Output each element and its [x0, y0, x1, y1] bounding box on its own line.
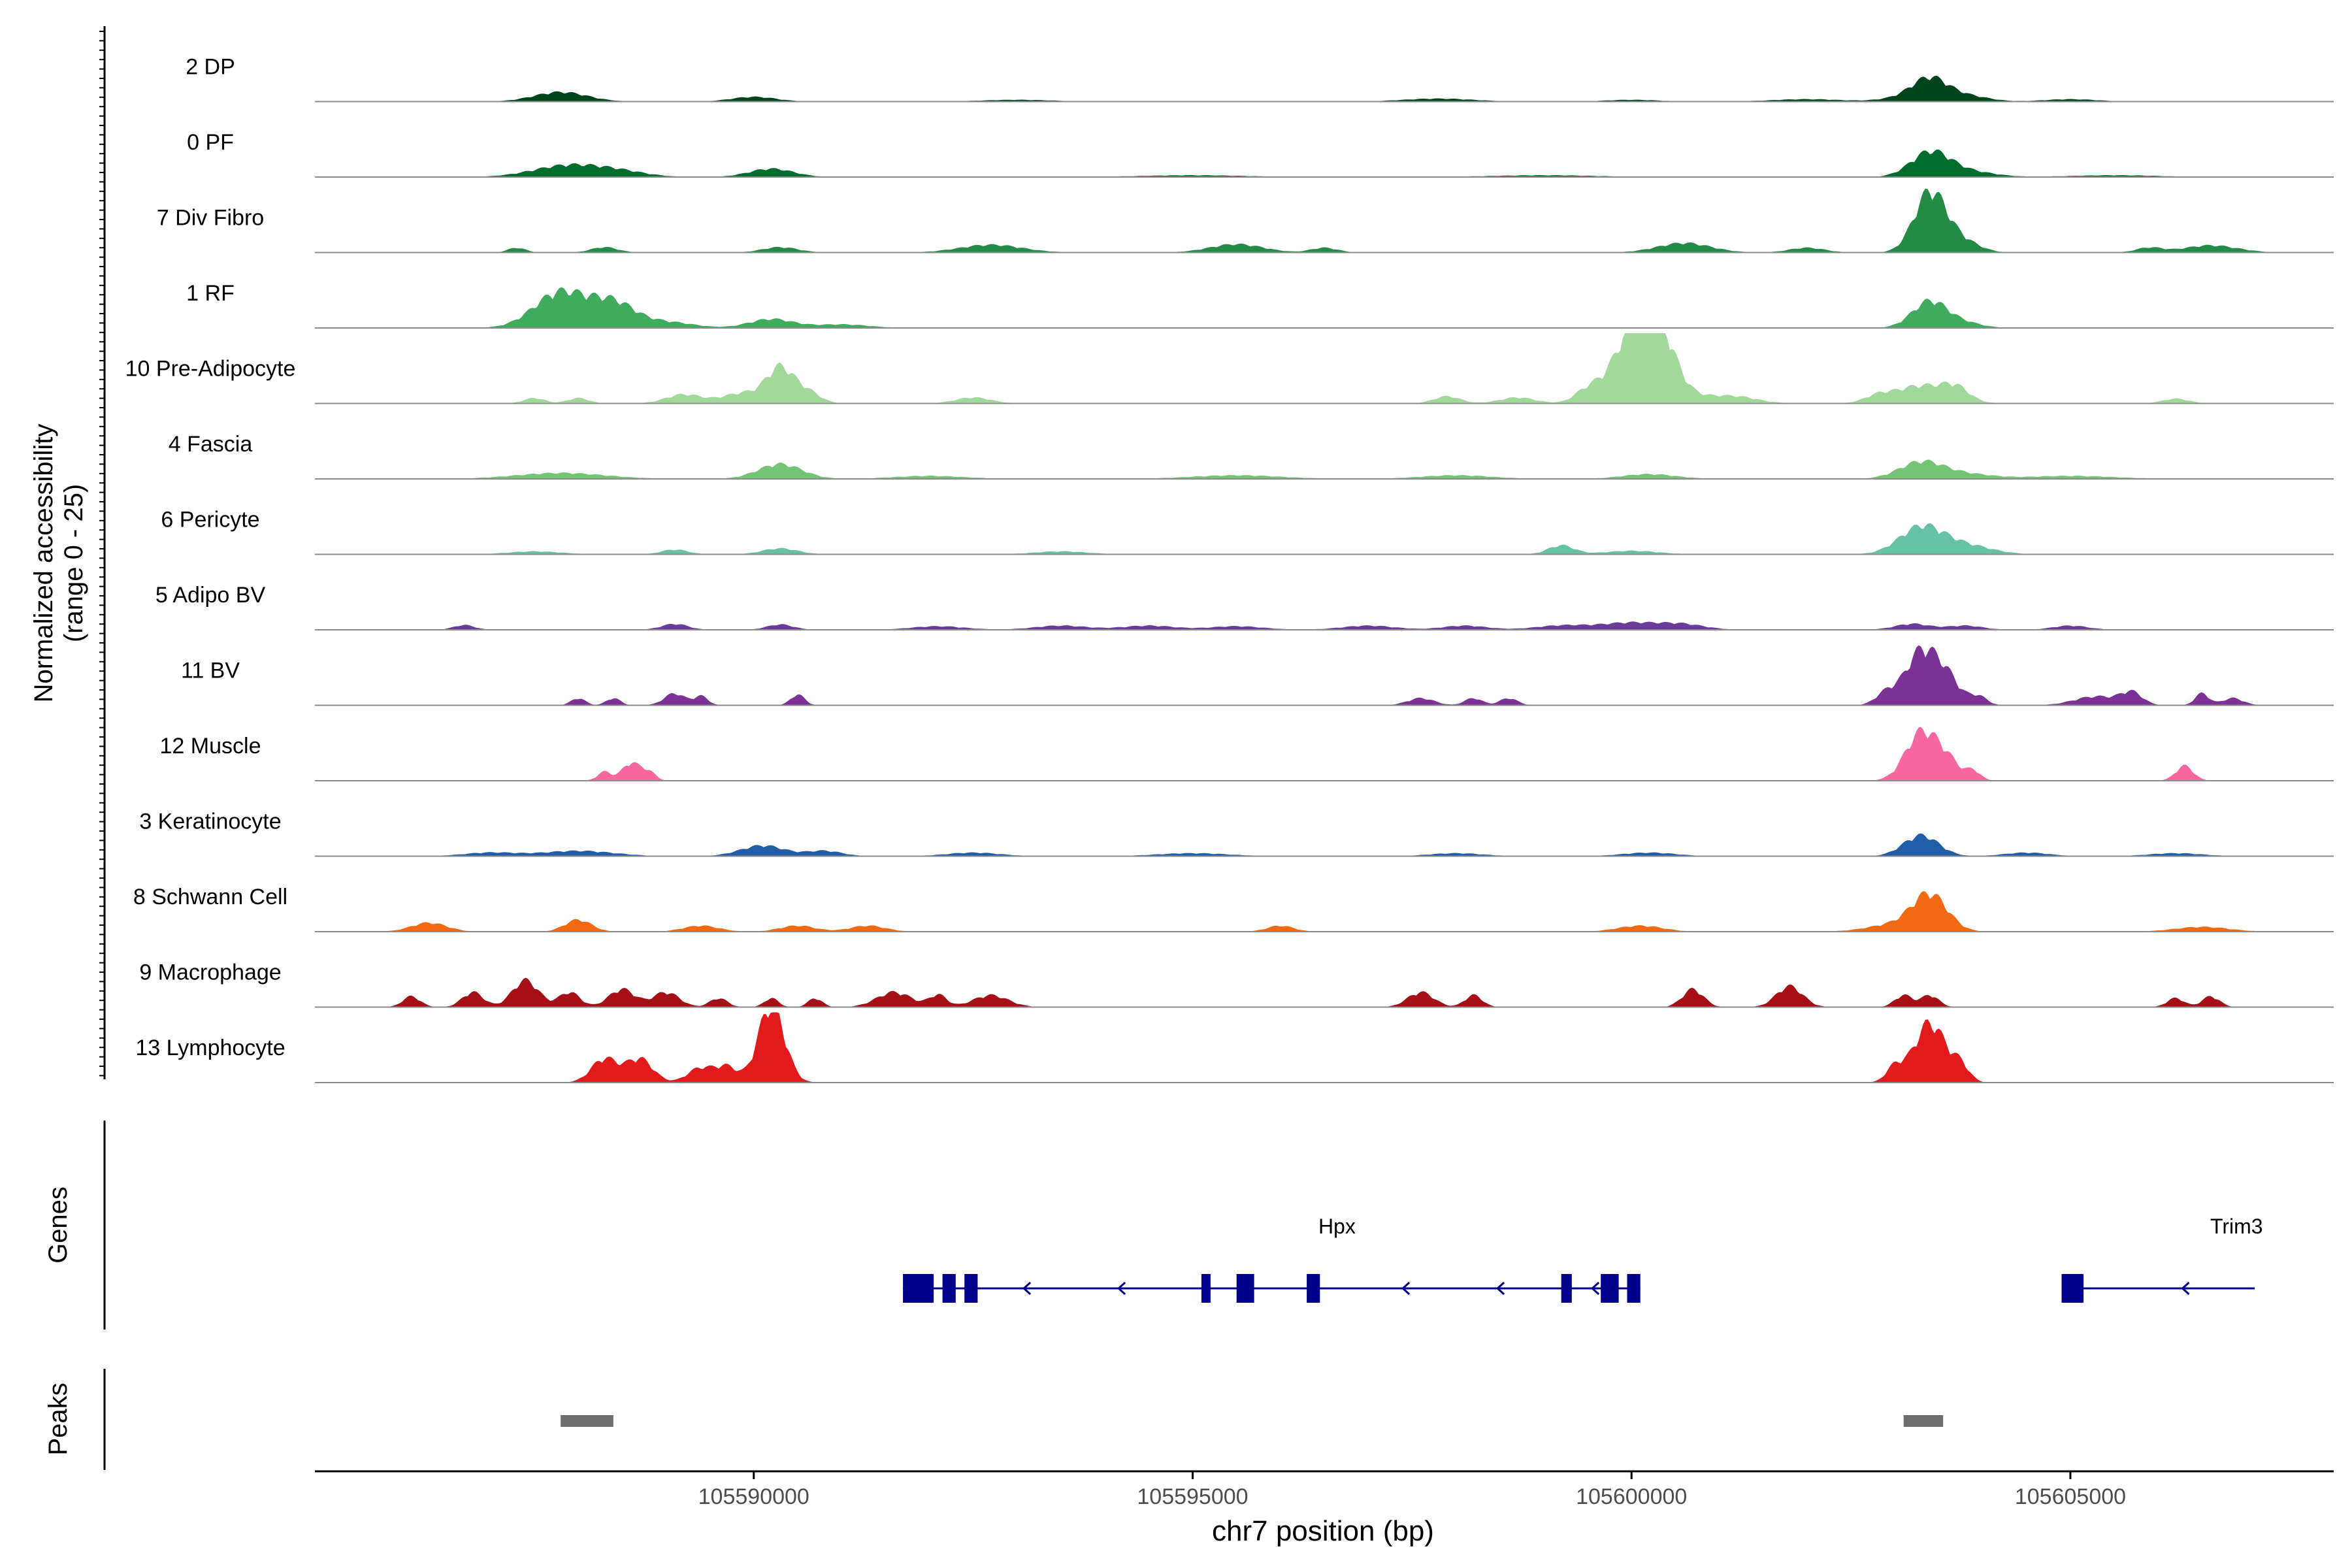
track-4: 1 RF	[186, 281, 2334, 329]
gene-exon	[1609, 1274, 1619, 1303]
gene-exon	[1627, 1274, 1641, 1303]
track-5: 10 Pre-Adipocyte	[125, 333, 2334, 404]
y-axis-title-line1: Normalized accessibility	[29, 424, 58, 703]
peak-region	[1903, 1415, 1944, 1427]
gene-name-label: Hpx	[1318, 1215, 1356, 1238]
track-9: 11 BV	[181, 645, 2334, 706]
track-7: 6 Pericyte	[161, 508, 2334, 555]
track-1: 2 DP	[186, 55, 2334, 103]
track-label: 12 Muscle	[160, 734, 261, 759]
coverage-area	[315, 890, 2334, 932]
track-label: 3 Keratinocyte	[139, 809, 281, 834]
x-tick-label: 105600000	[1576, 1484, 1687, 1509]
coverage-area	[315, 645, 2334, 706]
coverage-area	[315, 75, 2334, 102]
gene-name-label: Trim3	[2210, 1215, 2263, 1238]
x-tick-label: 105590000	[698, 1484, 809, 1509]
coverage-area	[315, 977, 2334, 1007]
track-label: 4 Fascia	[169, 432, 253, 457]
track-label: 9 Macrophage	[139, 960, 281, 985]
track-13: 9 Macrophage	[139, 960, 2334, 1008]
track-8: 5 Adipo BV	[155, 583, 2334, 630]
strand-arrow	[1022, 1281, 1032, 1296]
gene-exon	[1236, 1274, 1254, 1303]
x-axis-title: chr7 position (bp)	[1212, 1515, 1434, 1547]
strand-arrow	[1401, 1281, 1411, 1296]
coverage-area	[315, 621, 2334, 630]
track-label: 10 Pre-Adipocyte	[125, 357, 296, 382]
y-axis-title-line2: (range 0 - 25)	[59, 484, 88, 642]
track-12: 8 Schwann Cell	[133, 885, 2334, 932]
track-label: 5 Adipo BV	[155, 583, 266, 608]
track-label: 6 Pericyte	[161, 508, 259, 532]
x-tick-label: 105605000	[2015, 1484, 2126, 1509]
coverage-area	[315, 188, 2334, 253]
coverage-area	[315, 1012, 2334, 1083]
coverage-area	[315, 287, 2334, 328]
strand-arrow	[1117, 1281, 1126, 1296]
strand-arrow	[1590, 1281, 1600, 1296]
gene-exon	[1307, 1274, 1320, 1303]
gene-exon	[942, 1274, 956, 1303]
genes-panel: Hpx Trim3	[103, 1120, 2263, 1330]
peaks-axis-title: Peaks	[44, 1382, 73, 1455]
track-label: 7 Div Fibro	[157, 206, 264, 231]
track-11: 3 Keratinocyte	[139, 809, 2334, 857]
coverage-area	[315, 523, 2334, 555]
gene-exon	[964, 1274, 978, 1303]
track-10: 12 Muscle	[160, 727, 2334, 781]
peaks-panel	[103, 1369, 1944, 1470]
coverage-area	[315, 333, 2334, 404]
track-label: 13 Lymphocyte	[135, 1036, 285, 1060]
track-label: 8 Schwann Cell	[133, 885, 287, 909]
gene-exon	[1601, 1274, 1610, 1303]
coverage-area	[315, 727, 2334, 781]
genes-axis-title: Genes	[44, 1186, 73, 1264]
gene-exon	[2061, 1274, 2084, 1303]
gene-exon	[1201, 1274, 1211, 1303]
track-label: 0 PF	[187, 130, 234, 155]
accessibility-y-axis	[99, 26, 106, 1079]
track-2: 0 PF	[187, 130, 2334, 178]
track-label: 2 DP	[186, 55, 235, 80]
track-14: 13 Lymphocyte	[135, 1012, 2334, 1083]
coverage-area	[315, 459, 2334, 479]
gene-trim3: Trim3	[2061, 1215, 2263, 1303]
strand-arrow	[1495, 1281, 1505, 1296]
track-label: 1 RF	[186, 281, 235, 306]
x-tick-label: 105595000	[1137, 1484, 1248, 1509]
gene-exon	[1561, 1274, 1572, 1303]
gene-hpx: Hpx	[903, 1215, 1641, 1303]
strand-arrow	[2181, 1281, 2190, 1296]
track-3: 7 Div Fibro	[157, 188, 2334, 253]
track-label: 11 BV	[181, 659, 240, 683]
gene-exon	[903, 1274, 934, 1303]
peak-region	[561, 1415, 613, 1427]
track-6: 4 Fascia	[169, 432, 2334, 480]
coverage-area	[315, 833, 2334, 857]
coverage-area	[315, 149, 2334, 177]
x-axis: 105590000 105595000 105600000 105605000	[315, 1470, 2334, 1509]
accessibility-tracks: 2 DP 0 PF 7 Div Fibro 1 RF 10 Pre-Adipocyte 4…	[125, 55, 2334, 1083]
